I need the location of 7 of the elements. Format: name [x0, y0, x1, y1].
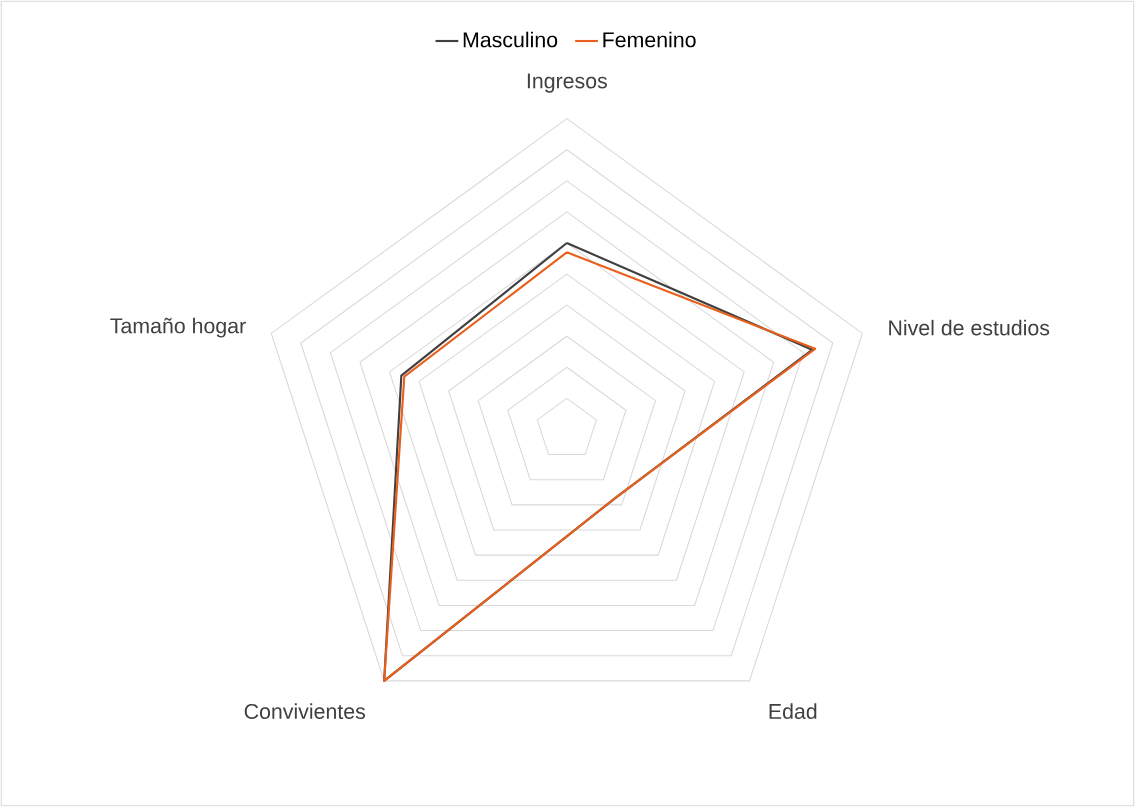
- legend-label: Masculino: [463, 31, 558, 48]
- spoke-label: Ingresos: [527, 73, 607, 93]
- legend-label: Femenino: [603, 31, 696, 48]
- spoke-label: Edad: [769, 703, 817, 720]
- spoke-label: Convivientes: [244, 703, 366, 720]
- spoke-label: Tamaño hogar: [110, 317, 246, 338]
- spoke-label: Nivel de estudios: [889, 319, 1050, 336]
